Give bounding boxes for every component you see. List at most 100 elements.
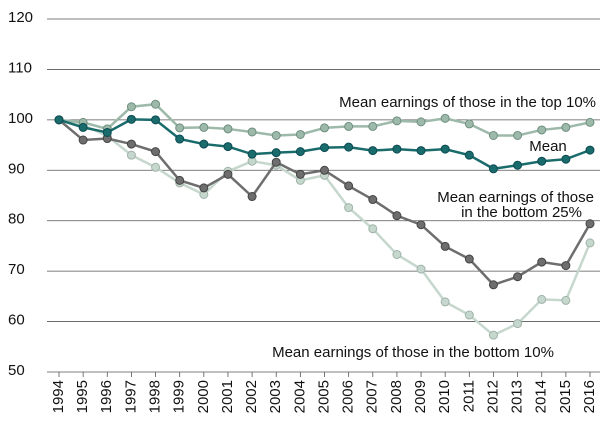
x-tick-label: 2016 <box>581 380 598 413</box>
series-label: in the bottom 25% <box>461 204 582 221</box>
x-tick-label: 2009 <box>412 380 429 413</box>
point <box>585 145 595 155</box>
point <box>440 297 450 307</box>
point <box>416 264 426 274</box>
point <box>271 148 281 158</box>
y-tick-label: 70 <box>8 261 25 278</box>
point <box>392 211 402 221</box>
point <box>151 99 161 109</box>
y-tick-label: 110 <box>8 59 32 76</box>
point <box>78 135 88 145</box>
point <box>513 160 523 170</box>
point <box>368 121 378 131</box>
x-tick-label: 1996 <box>98 380 115 413</box>
x-tick-label: 1995 <box>74 380 91 413</box>
point <box>247 149 257 159</box>
point <box>537 257 547 267</box>
point <box>488 330 498 340</box>
x-tick-label: 2002 <box>243 380 260 413</box>
point <box>126 102 136 112</box>
point <box>126 114 136 124</box>
point <box>440 241 450 251</box>
series-label: Mean earnings of those in the bottom 10% <box>272 344 554 361</box>
point <box>488 164 498 174</box>
point <box>78 122 88 132</box>
x-tick-label: 1994 <box>50 380 67 413</box>
point <box>561 295 571 305</box>
point <box>295 147 305 157</box>
x-tick-label: 1998 <box>147 380 164 413</box>
point <box>102 127 112 137</box>
point <box>320 123 329 133</box>
point <box>344 203 354 213</box>
point <box>585 238 595 248</box>
point <box>585 219 595 229</box>
point <box>247 192 257 202</box>
point <box>151 162 161 172</box>
point <box>416 117 426 127</box>
x-tick-label: 1997 <box>122 380 139 413</box>
y-tick-label: 50 <box>8 362 25 379</box>
point <box>199 139 209 149</box>
point <box>464 119 474 129</box>
point <box>223 142 233 152</box>
x-tick-label: 2006 <box>340 380 357 413</box>
point <box>175 175 185 185</box>
point <box>344 121 354 131</box>
point <box>151 115 161 125</box>
point <box>199 183 209 193</box>
x-tick-label: 2010 <box>436 380 453 413</box>
point <box>488 280 498 290</box>
point <box>464 310 474 320</box>
point <box>271 157 281 167</box>
x-tick-label: 2001 <box>219 380 236 413</box>
point <box>320 165 329 175</box>
point <box>392 144 402 154</box>
point <box>344 142 354 152</box>
y-tick-label: 100 <box>8 110 33 127</box>
point <box>223 124 233 134</box>
point <box>585 117 595 127</box>
y-tick-label: 120 <box>8 9 33 26</box>
x-tick-label: 2004 <box>291 380 308 413</box>
y-tick-label: 60 <box>8 312 25 329</box>
point <box>513 319 523 329</box>
point <box>488 130 498 140</box>
point <box>126 139 136 149</box>
point <box>295 169 305 179</box>
point <box>344 181 354 191</box>
x-tick-label: 2014 <box>533 380 550 413</box>
x-tick-label: 2000 <box>195 380 212 413</box>
point <box>223 169 233 179</box>
series-line <box>58 118 592 337</box>
point <box>295 129 305 139</box>
point <box>54 115 64 125</box>
x-tick-label: 2005 <box>315 380 332 413</box>
point <box>175 134 185 144</box>
point <box>440 113 450 123</box>
point <box>368 195 378 205</box>
point <box>513 130 523 140</box>
point <box>392 250 402 260</box>
point <box>464 254 474 264</box>
x-tick-label: 2007 <box>364 380 381 413</box>
x-tick-label: 2011 <box>460 380 477 412</box>
x-tick-label: 2013 <box>509 380 526 413</box>
x-tick-label: 1999 <box>171 380 188 413</box>
series-label: Mean earnings of those <box>437 189 594 206</box>
point <box>175 123 185 133</box>
point <box>537 156 547 166</box>
point <box>537 294 547 304</box>
point <box>271 130 281 140</box>
point <box>416 146 426 156</box>
point <box>368 224 378 234</box>
x-tick-label: 2015 <box>557 380 574 413</box>
y-tick-label: 80 <box>8 211 25 228</box>
point <box>151 147 161 157</box>
point <box>561 261 571 271</box>
point <box>561 154 571 164</box>
point <box>513 272 523 282</box>
point <box>440 144 450 154</box>
point <box>392 116 402 126</box>
